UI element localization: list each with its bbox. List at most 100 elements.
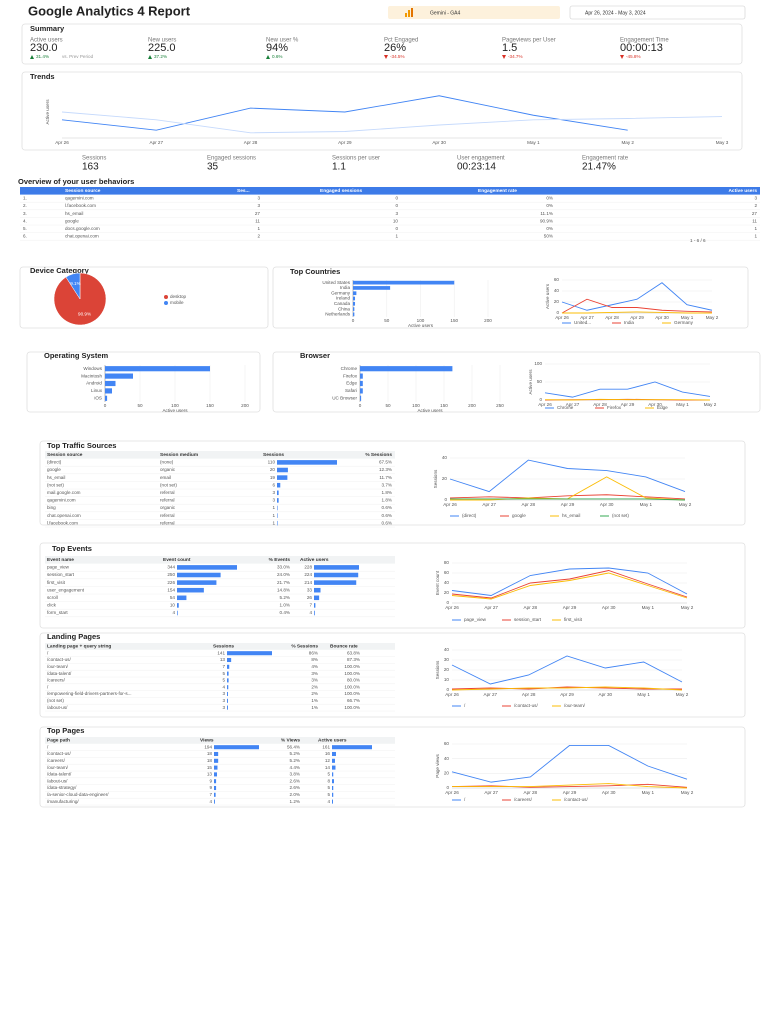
data-bar — [332, 758, 335, 763]
table-cell: 2.6% — [290, 778, 300, 783]
series-line — [451, 686, 682, 690]
legend-swatch — [164, 301, 168, 305]
y-tick-label: 0 — [444, 497, 447, 502]
table-cell: 5 — [222, 671, 225, 676]
data-bar — [227, 664, 230, 669]
y-tick-label: 50 — [537, 379, 543, 384]
y-tick-label: 20 — [554, 299, 560, 304]
x-tick-label: Apr 28 — [522, 692, 536, 697]
y-tick-label: 30 — [444, 657, 450, 662]
change-arrow — [620, 55, 624, 59]
table-cell: 16 — [325, 751, 331, 756]
y-tick-label: UC Browser — [332, 396, 357, 401]
series-line — [451, 686, 683, 691]
x-tick-label: Apr 29 — [561, 502, 575, 507]
table-cell: 33 — [307, 587, 313, 592]
metric-change: 0.6% — [272, 54, 282, 59]
table-cell: 100.0% — [344, 705, 360, 710]
data-bar — [214, 765, 218, 770]
bar — [353, 280, 455, 285]
column-header: Session medium — [160, 452, 198, 458]
table-cell: 11 — [752, 218, 757, 223]
section-title: Trends — [30, 72, 55, 81]
table-cell: mail.google.com — [47, 490, 81, 495]
table-cell: 15 — [207, 765, 213, 770]
x-tick-label: May 1 — [642, 605, 655, 610]
x-tick-label: Apr 28 — [524, 790, 538, 795]
metric-label: New user % — [266, 38, 299, 44]
column-header: Event count — [163, 557, 191, 563]
legend-label: google — [512, 513, 526, 518]
bar — [360, 395, 362, 401]
data-bar — [227, 685, 229, 690]
table-cell: (not set) — [47, 482, 64, 487]
x-tick-label: 150 — [450, 318, 458, 323]
y-axis-label: Event count — [435, 570, 440, 595]
data-bar — [277, 482, 281, 488]
property-selector[interactable] — [388, 6, 560, 19]
comparison-label: vs. Prev Period — [62, 54, 94, 59]
legend-label: / — [464, 703, 466, 708]
x-tick-label: 50 — [137, 403, 143, 408]
row-number: 1. — [23, 196, 27, 201]
table-cell: 87.3% — [347, 657, 360, 662]
row-number: 3. — [23, 211, 27, 216]
table-cell: 224 — [304, 572, 312, 577]
table-cell: bing — [47, 505, 56, 510]
date-range-selector[interactable] — [569, 5, 746, 20]
x-tick-label: May 2 — [681, 605, 694, 610]
table-cell: 54 — [170, 595, 176, 600]
x-tick-label: May 2 — [704, 402, 717, 407]
series-line — [449, 459, 686, 493]
table-cell: 33.0% — [277, 565, 290, 570]
column-header: Session source — [65, 188, 101, 194]
table-cell: 8 — [327, 778, 330, 783]
table-cell: l.facebook.com — [65, 203, 96, 208]
legend-label: (not set) — [612, 513, 629, 518]
table-cell: 214 — [304, 580, 312, 585]
series-line — [61, 111, 723, 134]
data-bar — [314, 572, 359, 578]
table-cell: email — [160, 475, 171, 480]
pie-slice — [65, 272, 81, 300]
data-bar — [177, 603, 179, 608]
row-number: 4. — [23, 218, 27, 223]
x-tick-label: 50 — [384, 318, 390, 323]
table-header — [45, 737, 395, 744]
table-cell: google — [65, 218, 79, 223]
bar — [105, 395, 108, 401]
x-tick-label: Apr 30 — [432, 140, 446, 145]
data-bar — [277, 460, 337, 465]
scorecard-value: 00:23:14 — [457, 162, 496, 173]
legend-label: Germany — [674, 320, 694, 325]
data-bar — [227, 671, 229, 676]
table-cell: 2% — [311, 684, 318, 689]
bar — [360, 366, 453, 372]
table-cell: 4 — [222, 684, 225, 689]
series-line — [561, 282, 713, 311]
change-arrow — [30, 55, 34, 59]
y-tick-label: Linux — [91, 388, 103, 393]
table-cell: 5 — [222, 678, 225, 683]
bar — [105, 380, 116, 387]
table-cell: 3 — [257, 203, 260, 208]
icon — [405, 13, 407, 17]
data-bar — [277, 513, 278, 518]
table-cell: qagemini.com — [47, 498, 76, 503]
x-tick-label: Apr 30 — [602, 605, 616, 610]
y-tick-label: Netherlands — [325, 312, 350, 317]
x-tick-label: Apr 26 — [538, 402, 552, 407]
table-cell: 3% — [311, 671, 318, 676]
x-tick-label: Apr 29 — [563, 605, 577, 610]
y-tick-label: 0 — [446, 687, 449, 692]
y-tick-label: 60 — [554, 277, 560, 282]
data-bar — [227, 678, 229, 683]
y-tick-label: 0 — [556, 310, 559, 315]
data-bar — [214, 799, 215, 804]
x-tick-label: Apr 30 — [648, 402, 662, 407]
section-title: Summary — [30, 24, 65, 33]
x-tick-label: Apr 26 — [445, 692, 459, 697]
table-cell: referral — [160, 490, 175, 495]
table-cell: chat.openai.com — [65, 234, 99, 239]
table-cell: 2.6% — [290, 785, 300, 790]
